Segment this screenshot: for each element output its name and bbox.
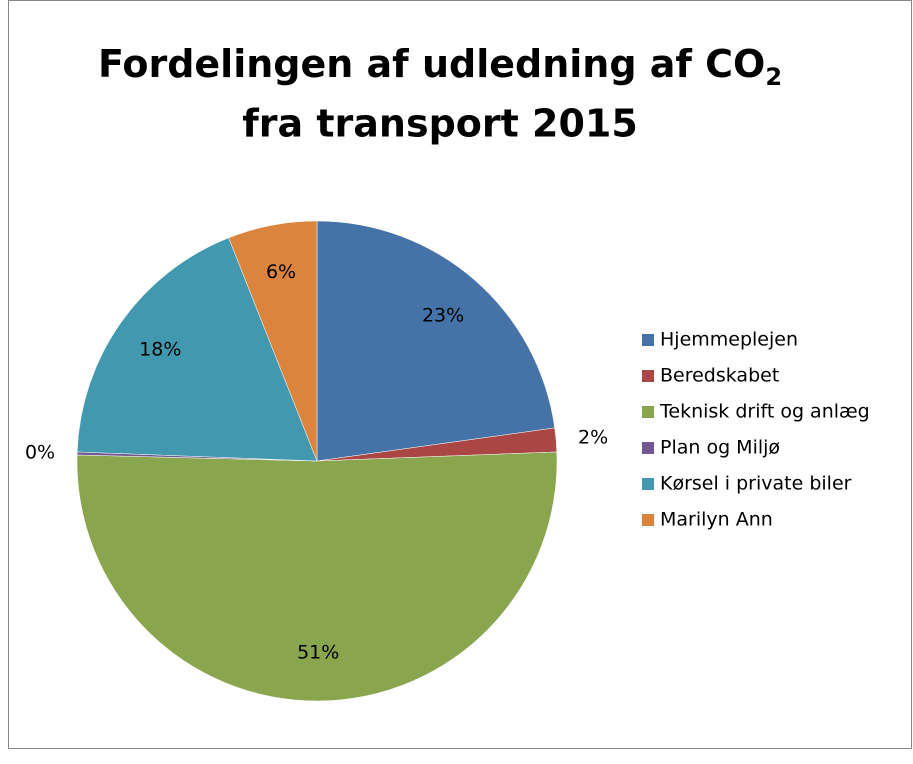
data-label: 51% bbox=[297, 641, 339, 663]
legend-label: Plan og Miljø bbox=[660, 437, 780, 459]
legend-swatch bbox=[642, 478, 654, 490]
pie-slice bbox=[228, 220, 318, 462]
pie-slice bbox=[76, 451, 558, 702]
legend-label: Marilyn Ann bbox=[660, 509, 773, 531]
data-label: 2% bbox=[578, 426, 608, 448]
legend-swatch bbox=[642, 334, 654, 346]
legend-label: Beredskabet bbox=[660, 365, 779, 387]
legend-swatch bbox=[642, 406, 654, 418]
title-subscript: 2 bbox=[765, 63, 782, 91]
pie-slice bbox=[316, 220, 555, 462]
data-label: 0% bbox=[25, 441, 55, 463]
legend-swatch bbox=[642, 370, 654, 382]
data-label: 23% bbox=[422, 305, 464, 327]
data-label: 6% bbox=[266, 261, 296, 283]
legend-label: Teknisk drift og anlæg bbox=[659, 401, 870, 423]
title-line: Fordelingen af udledning af CO bbox=[98, 42, 765, 86]
data-label: 18% bbox=[139, 339, 181, 361]
legend-label: Hjemmeplejen bbox=[660, 329, 798, 351]
chart-title: Fordelingen af udledning af CO2 bbox=[98, 42, 782, 92]
pie-slice bbox=[76, 237, 318, 462]
title-line: fra transport 2015 bbox=[242, 102, 638, 146]
legend-swatch bbox=[642, 514, 654, 526]
legend-label: Kørsel i private biler bbox=[660, 473, 852, 495]
legend-swatch bbox=[642, 442, 654, 454]
